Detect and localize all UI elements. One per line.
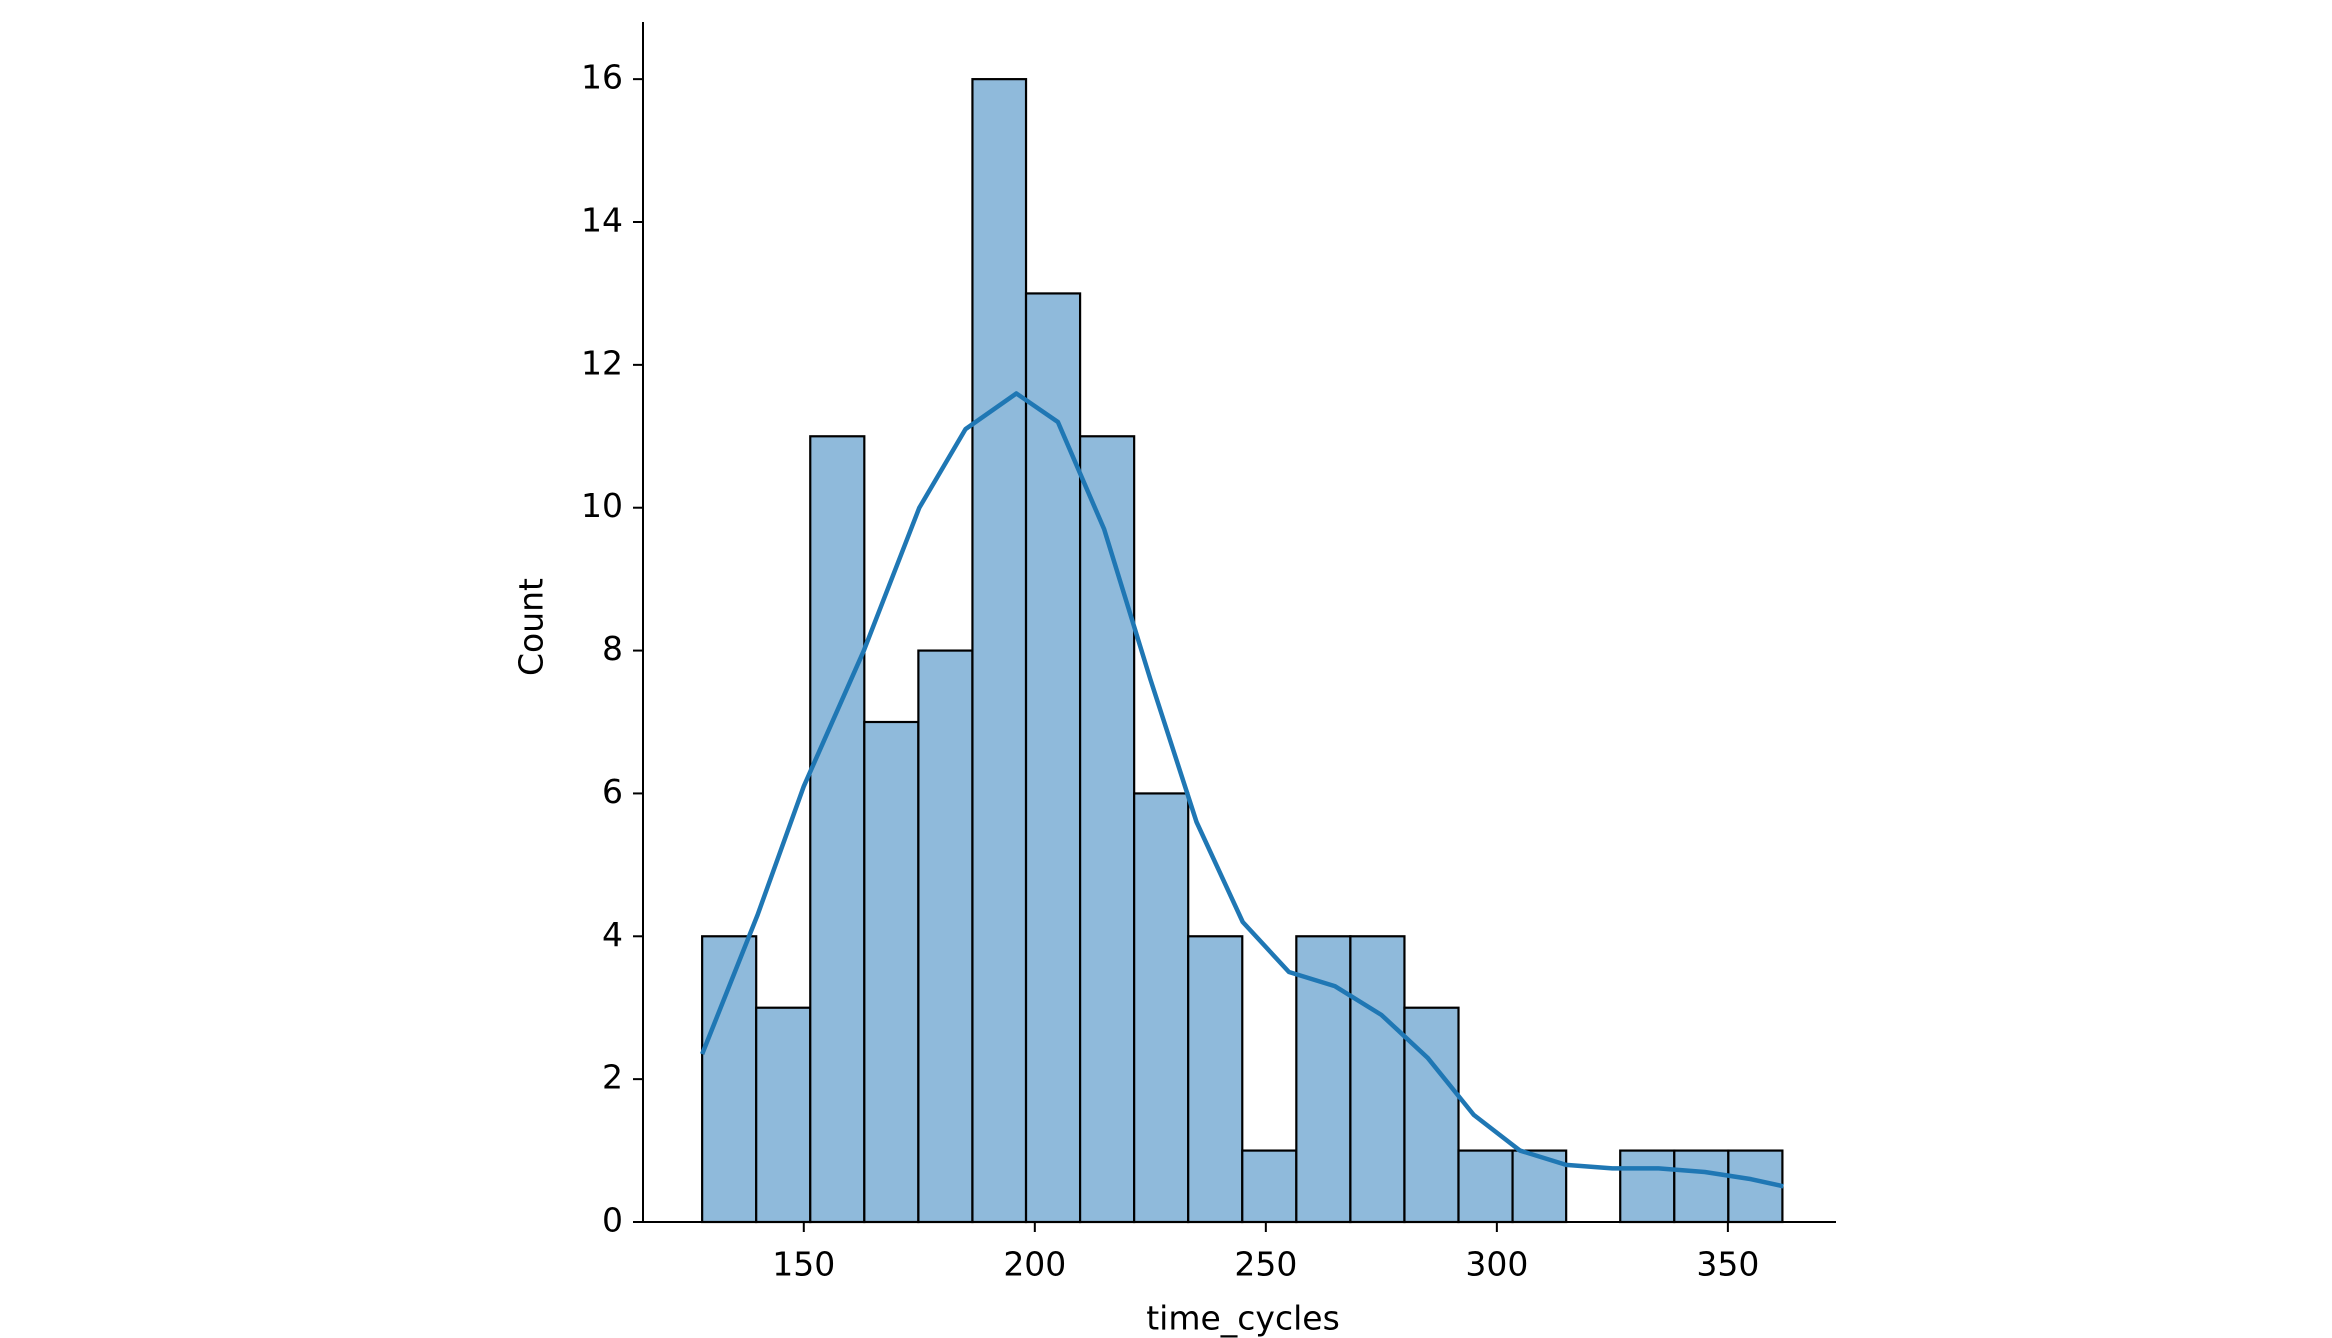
x-tick-label: 150: [772, 1245, 835, 1284]
y-tick-label: 6: [602, 772, 623, 811]
bar: [809, 435, 866, 1224]
y-tick-label: 4: [602, 915, 623, 954]
bar: [1241, 1149, 1298, 1224]
bar: [1078, 435, 1136, 1224]
y-tick-label: 8: [602, 629, 623, 668]
bar: [1673, 1149, 1730, 1224]
y-tick-label: 14: [581, 201, 623, 240]
bar: [701, 935, 758, 1224]
bar: [755, 1006, 812, 1224]
x-tick-label: 200: [1003, 1245, 1066, 1284]
bar: [1187, 935, 1244, 1224]
kde-line: [700, 391, 1784, 1189]
x-axis-label: time_cycles: [1146, 1299, 1340, 1338]
x-tick-label: 300: [1465, 1245, 1528, 1284]
bar: [1403, 1006, 1460, 1224]
x-tick-label: 250: [1234, 1245, 1297, 1284]
y-axis-label: Count: [512, 578, 551, 676]
y-tick-label: 0: [602, 1201, 623, 1240]
bar: [917, 649, 974, 1224]
y-tick-label: 10: [581, 486, 623, 525]
bar: [1457, 1149, 1514, 1224]
x-tick-label: 350: [1696, 1245, 1759, 1284]
bar: [1133, 792, 1190, 1224]
bar: [971, 78, 1028, 1224]
y-tick-label: 2: [602, 1058, 623, 1097]
bar: [863, 720, 920, 1224]
bar: [1619, 1149, 1676, 1224]
y-tick-label: 16: [581, 58, 623, 97]
y-tick-label: 12: [581, 343, 623, 382]
bar: [1024, 292, 1082, 1224]
bar: [1349, 935, 1406, 1224]
